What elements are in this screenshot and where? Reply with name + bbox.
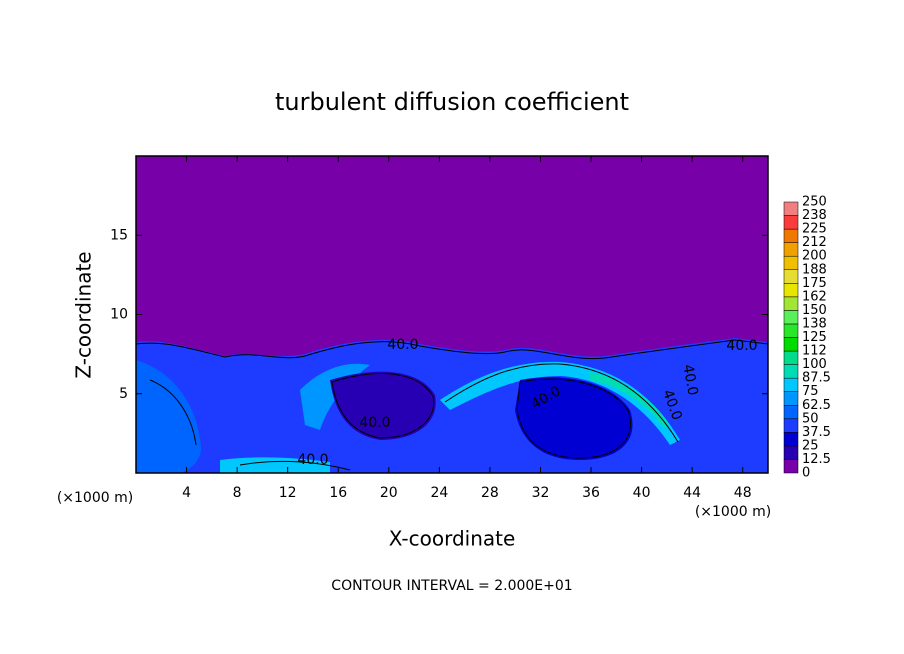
x-tick-label: 48: [734, 485, 752, 501]
colorbar-swatch: [783, 228, 799, 243]
field-region: [220, 457, 330, 473]
x-tick-label: 4: [182, 485, 191, 501]
colorbar-swatch: [783, 350, 799, 365]
colorbar-label: 138: [802, 316, 827, 331]
colorbar-label: 175: [802, 276, 827, 291]
x-tick-label: 16: [329, 485, 347, 501]
colorbar-swatch: [783, 391, 799, 406]
x-tick-label: 20: [380, 485, 398, 501]
chart-title: turbulent diffusion coefficient: [275, 88, 629, 116]
y-axis-label: Z-coordinate: [72, 251, 96, 378]
field-region: [136, 360, 201, 473]
colorbar-label: 225: [802, 222, 827, 237]
footnote: CONTOUR INTERVAL = 2.000E+01: [331, 578, 572, 594]
colorbar-label: 200: [802, 249, 827, 264]
colorbar-swatch: [783, 323, 799, 338]
x-tick-label: 24: [430, 485, 448, 501]
colorbar-swatch: [783, 418, 799, 433]
colorbar-label: 162: [802, 289, 827, 304]
colorbar-label: 37.5: [802, 425, 831, 440]
colorbar-swatch: [783, 310, 799, 325]
colorbar-swatch: [783, 269, 799, 284]
colorbar-label: 0: [802, 466, 810, 481]
colorbar-swatch: [783, 283, 799, 298]
x-tick-label: 8: [233, 485, 242, 501]
colorbar-swatch: [783, 459, 799, 474]
colorbar-label: 50: [802, 411, 819, 426]
x-unit-label: (×1000 m): [57, 490, 133, 506]
contour-label: 40.0: [679, 363, 700, 396]
field-region: [590, 372, 670, 428]
colorbar-label: 125: [802, 330, 827, 345]
colorbar-label: 238: [802, 208, 827, 223]
colorbar-swatch: [783, 432, 799, 447]
y-tick-label: 15: [110, 227, 128, 243]
contour-label: 40.0: [359, 415, 390, 431]
x-tick-label: 40: [633, 485, 651, 501]
colorbar-swatch: [783, 445, 799, 460]
x-unit-label: (×1000 m): [695, 504, 771, 520]
colorbar-swatch: [783, 337, 799, 352]
colorbar-label: 75: [802, 384, 819, 399]
colorbar-swatch: [783, 255, 799, 271]
x-tick-label: 32: [532, 485, 550, 501]
colorbar-swatch: [783, 364, 799, 379]
x-tick-label: 44: [683, 485, 701, 501]
colorbar-swatch: [783, 201, 799, 216]
field: [135, 156, 769, 473]
colorbar-label: 150: [802, 303, 827, 318]
colorbar-label: 12.5: [802, 452, 831, 467]
y-tick-label: 5: [119, 386, 128, 402]
field-region: [330, 371, 436, 440]
x-tick-label: 28: [481, 485, 499, 501]
colorbar-swatch: [783, 215, 799, 230]
colorbar-label: 188: [802, 262, 827, 277]
contour-lines: [135, 339, 769, 471]
x-tick-label: 36: [582, 485, 600, 501]
contour-label: 40.0: [726, 338, 757, 354]
colorbar-label: 100: [802, 357, 827, 372]
contour-label: 40.0: [297, 452, 328, 468]
colorbar-label: 62.5: [802, 398, 831, 413]
colorbar-label: 212: [802, 235, 827, 250]
field-region: [515, 377, 633, 460]
x-tick-label: 12: [279, 485, 297, 501]
contour-label: 40.0: [387, 337, 418, 353]
y-tick-label: 10: [110, 307, 128, 323]
colorbar-label: 112: [802, 344, 827, 359]
colorbar-swatch: [783, 405, 799, 420]
colorbar-swatch: [783, 377, 799, 392]
colorbar-label: 250: [802, 195, 827, 210]
colorbar-swatch: [783, 296, 799, 311]
colorbar-label: 25: [802, 438, 819, 453]
x-axis-label: X-coordinate: [389, 527, 516, 551]
colorbar-swatch: [783, 242, 799, 257]
colorbar-label: 87.5: [802, 371, 831, 386]
